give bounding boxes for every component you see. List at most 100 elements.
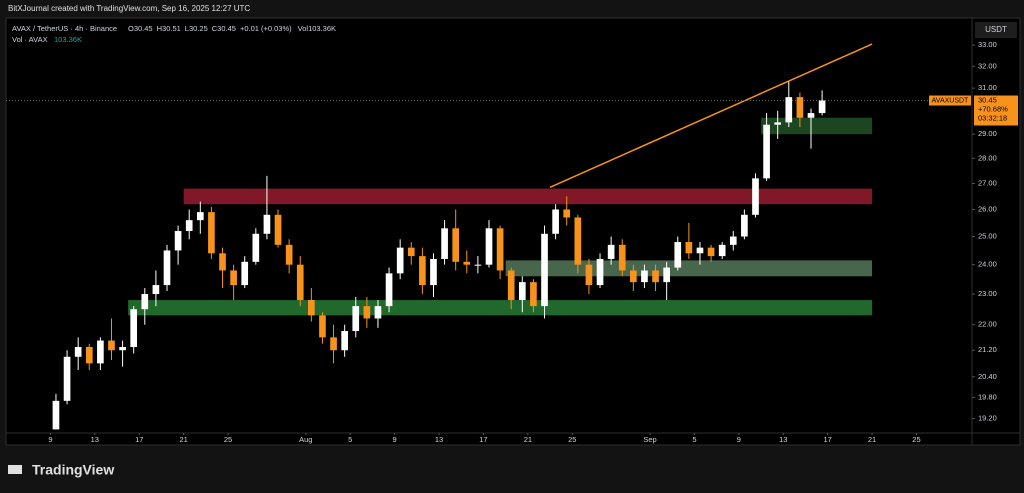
currency[interactable]: USDT bbox=[985, 25, 1007, 34]
x-tick-label: 25 bbox=[912, 435, 920, 444]
y-tick-label: 21.20 bbox=[978, 345, 997, 354]
candle-body bbox=[230, 270, 237, 286]
candle-body bbox=[319, 315, 326, 338]
x-tick-label: 9 bbox=[737, 435, 741, 444]
y-tick-label: 20.40 bbox=[978, 372, 997, 381]
x-tick-label: 13 bbox=[91, 435, 99, 444]
y-tick-label: 32.00 bbox=[978, 61, 997, 70]
chart-frame bbox=[5, 17, 1021, 446]
candle-body bbox=[419, 256, 426, 286]
candle-body bbox=[718, 244, 726, 257]
plot bbox=[6, 43, 972, 430]
candle-body bbox=[130, 309, 138, 347]
candle-body bbox=[341, 330, 348, 351]
y-tick-label: 28.00 bbox=[978, 153, 997, 162]
y-tick-label: 31.00 bbox=[978, 83, 997, 92]
x-tick-label: 9 bbox=[48, 435, 52, 444]
candle-body bbox=[385, 273, 393, 307]
ohlc-value: H30.51 bbox=[157, 24, 181, 33]
x-tick-label: 21 bbox=[179, 435, 187, 444]
candle-body bbox=[430, 258, 437, 286]
candle-body bbox=[663, 267, 670, 283]
volume-series: Vol · AVAX bbox=[12, 35, 48, 44]
currency-box[interactable] bbox=[975, 22, 1017, 38]
candle-body bbox=[596, 258, 604, 286]
candle-body bbox=[285, 244, 293, 265]
y-tick-label: 23.00 bbox=[978, 289, 997, 298]
x-tick-label: 17 bbox=[135, 435, 143, 444]
candle-body bbox=[518, 282, 526, 301]
x-tick-label: 25 bbox=[568, 435, 576, 444]
candle-body bbox=[507, 270, 515, 301]
candle-body bbox=[729, 236, 737, 245]
candle-body bbox=[807, 113, 815, 118]
candle-body bbox=[552, 209, 559, 234]
ohlc-value: +0.01 (+0.03%) bbox=[240, 24, 292, 33]
candle-body bbox=[752, 178, 759, 215]
trendline bbox=[549, 43, 873, 188]
candle-body bbox=[252, 233, 260, 262]
y-tick-label: 24.00 bbox=[978, 260, 997, 269]
candle-body bbox=[674, 242, 682, 268]
candle-body bbox=[685, 242, 693, 254]
candle-body bbox=[97, 340, 104, 364]
price: 30.45 bbox=[978, 95, 997, 104]
candle-body bbox=[363, 306, 371, 319]
candle-body bbox=[330, 337, 337, 351]
x-tick-label: 13 bbox=[435, 435, 443, 444]
x-tick-label: Sep bbox=[643, 435, 656, 444]
logo-text: TradingView bbox=[32, 462, 114, 478]
candle-body bbox=[108, 340, 115, 351]
change: +70.68% bbox=[978, 104, 1008, 113]
x-tick-label: 9 bbox=[393, 435, 397, 444]
candle-body bbox=[496, 228, 504, 271]
candle-body bbox=[119, 346, 126, 351]
candle-body bbox=[463, 261, 471, 265]
candle-body bbox=[63, 356, 71, 401]
y-tick-label: 19.20 bbox=[978, 414, 997, 423]
symbol: AVAX / TetherUS · 4h · Binance bbox=[12, 24, 117, 33]
candle-body bbox=[241, 261, 249, 286]
x-tick-label: 21 bbox=[524, 435, 532, 444]
candle-body bbox=[641, 270, 648, 283]
countdown: 03:32:18 bbox=[978, 113, 1007, 122]
candle-body bbox=[296, 264, 304, 301]
candle-body bbox=[696, 247, 704, 254]
candle-body bbox=[652, 270, 659, 283]
zone bbox=[183, 188, 873, 205]
candle-body bbox=[407, 247, 415, 257]
candle-body bbox=[530, 282, 537, 307]
candle-body bbox=[785, 97, 793, 123]
candle-body bbox=[774, 122, 782, 125]
candle-body bbox=[208, 212, 215, 254]
y-tick-label: 29.00 bbox=[978, 129, 997, 138]
candle-body bbox=[441, 228, 448, 259]
candle-body bbox=[274, 214, 282, 245]
volume-header: Vol103.36K bbox=[298, 24, 336, 33]
y-tick-label: 19.80 bbox=[978, 392, 997, 401]
candle-body bbox=[741, 214, 748, 237]
candle-body bbox=[707, 247, 715, 257]
ohlc-value: C30.45 bbox=[212, 24, 236, 33]
candle-body bbox=[563, 209, 571, 218]
candle-body bbox=[152, 285, 160, 295]
candle-body bbox=[396, 247, 404, 274]
candle-body bbox=[163, 250, 171, 286]
candle-body bbox=[630, 270, 637, 283]
x-tick-label: Aug bbox=[299, 435, 312, 444]
candle-body bbox=[74, 346, 82, 357]
x-tick-label: 17 bbox=[479, 435, 487, 444]
y-tick-label: 22.00 bbox=[978, 320, 997, 329]
candle-body bbox=[308, 300, 315, 316]
symbol-box bbox=[929, 95, 971, 106]
candle-body bbox=[541, 233, 548, 307]
symbol-label: AVAXUSDT bbox=[932, 97, 969, 104]
credit: BitXJournal created with TradingView.com… bbox=[8, 4, 250, 13]
candle-body bbox=[618, 244, 626, 271]
candle-body bbox=[452, 228, 460, 262]
candle-body bbox=[263, 214, 271, 234]
candle-body bbox=[574, 217, 582, 265]
x-tick-label: 5 bbox=[692, 435, 696, 444]
y-tick-label: 26.00 bbox=[978, 204, 997, 213]
candle-body bbox=[818, 100, 826, 114]
